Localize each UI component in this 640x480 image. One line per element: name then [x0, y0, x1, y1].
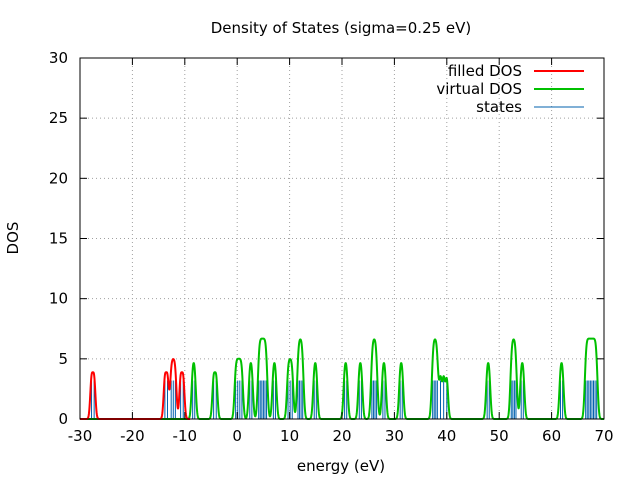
y-tick-label: 25 [49, 109, 68, 127]
x-tick-label: 40 [437, 427, 456, 445]
x-tick-label: 0 [232, 427, 242, 445]
x-axis-label: energy (eV) [297, 457, 385, 475]
x-tick-label: 50 [490, 427, 509, 445]
legend-label-filled-dos: filled DOS [448, 62, 522, 80]
x-tick-label: 70 [594, 427, 613, 445]
chart-title: Density of States (sigma=0.25 eV) [211, 19, 472, 37]
x-tick-label: 30 [385, 427, 404, 445]
legend-label-states: states [476, 98, 522, 116]
y-tick-label: 0 [58, 410, 68, 428]
y-axis-label: DOS [4, 222, 22, 255]
y-tick-label: 10 [49, 290, 68, 308]
x-tick-label: 60 [542, 427, 561, 445]
axis-ticks: -30 -20 -10 0 10 20 30 40 50 60 70 0 5 10 15 20 25 30 [49, 49, 614, 445]
y-tick-label: 20 [49, 169, 68, 187]
x-tick-label: 20 [332, 427, 351, 445]
y-tick-label: 15 [49, 230, 68, 248]
legend: filled DOS virtual DOS states [436, 62, 584, 116]
x-tick-label: 10 [280, 427, 299, 445]
y-tick-label: 5 [58, 350, 68, 368]
x-tick-label: -30 [68, 427, 93, 445]
x-tick-label: -20 [120, 427, 145, 445]
y-tick-label: 30 [49, 49, 68, 67]
x-tick-label: -10 [173, 427, 198, 445]
legend-label-virtual-dos: virtual DOS [436, 80, 522, 98]
